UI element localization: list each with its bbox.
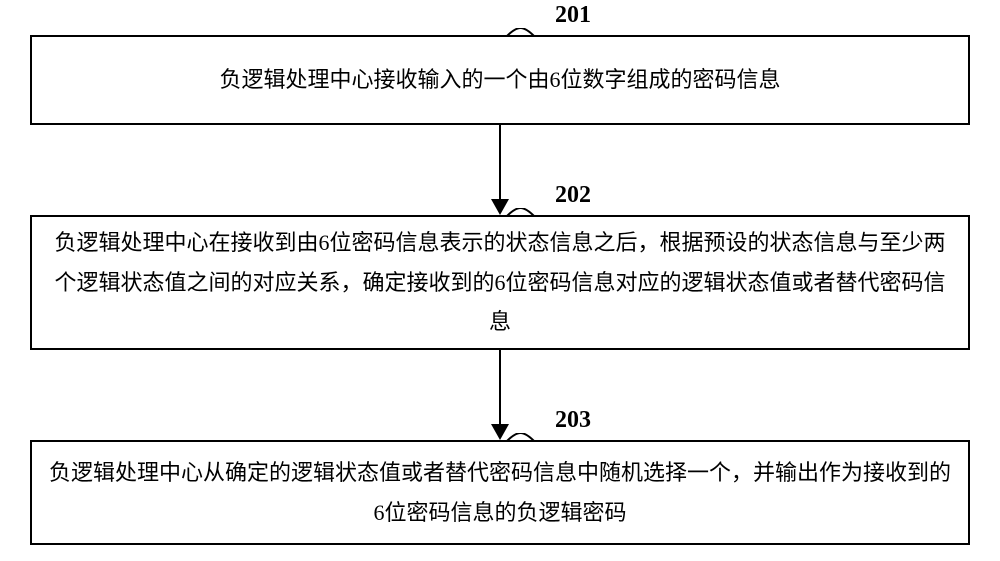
arrow-201-to-202 <box>499 125 501 199</box>
step-text-203: 负逻辑处理中心从确定的逻辑状态值或者替代密码信息中随机选择一个，并输出作为接收到… <box>32 453 968 532</box>
step-text-202: 负逻辑处理中心在接收到由6位密码信息表示的状态信息之后，根据预设的状态信息与至少… <box>32 223 968 342</box>
flowchart-canvas: 201 负逻辑处理中心接收输入的一个由6位数字组成的密码信息 202 负逻辑处理… <box>0 0 1000 561</box>
step-label-202: 202 <box>555 182 591 209</box>
step-label-203: 203 <box>555 407 591 434</box>
step-text-201: 负逻辑处理中心接收输入的一个由6位数字组成的密码信息 <box>207 60 792 100</box>
step-box-202: 负逻辑处理中心在接收到由6位密码信息表示的状态信息之后，根据预设的状态信息与至少… <box>30 215 970 350</box>
step-label-201: 201 <box>555 2 591 29</box>
step-box-203: 负逻辑处理中心从确定的逻辑状态值或者替代密码信息中随机选择一个，并输出作为接收到… <box>30 440 970 545</box>
arrow-202-to-203 <box>499 350 501 424</box>
step-box-201: 负逻辑处理中心接收输入的一个由6位数字组成的密码信息 <box>30 35 970 125</box>
